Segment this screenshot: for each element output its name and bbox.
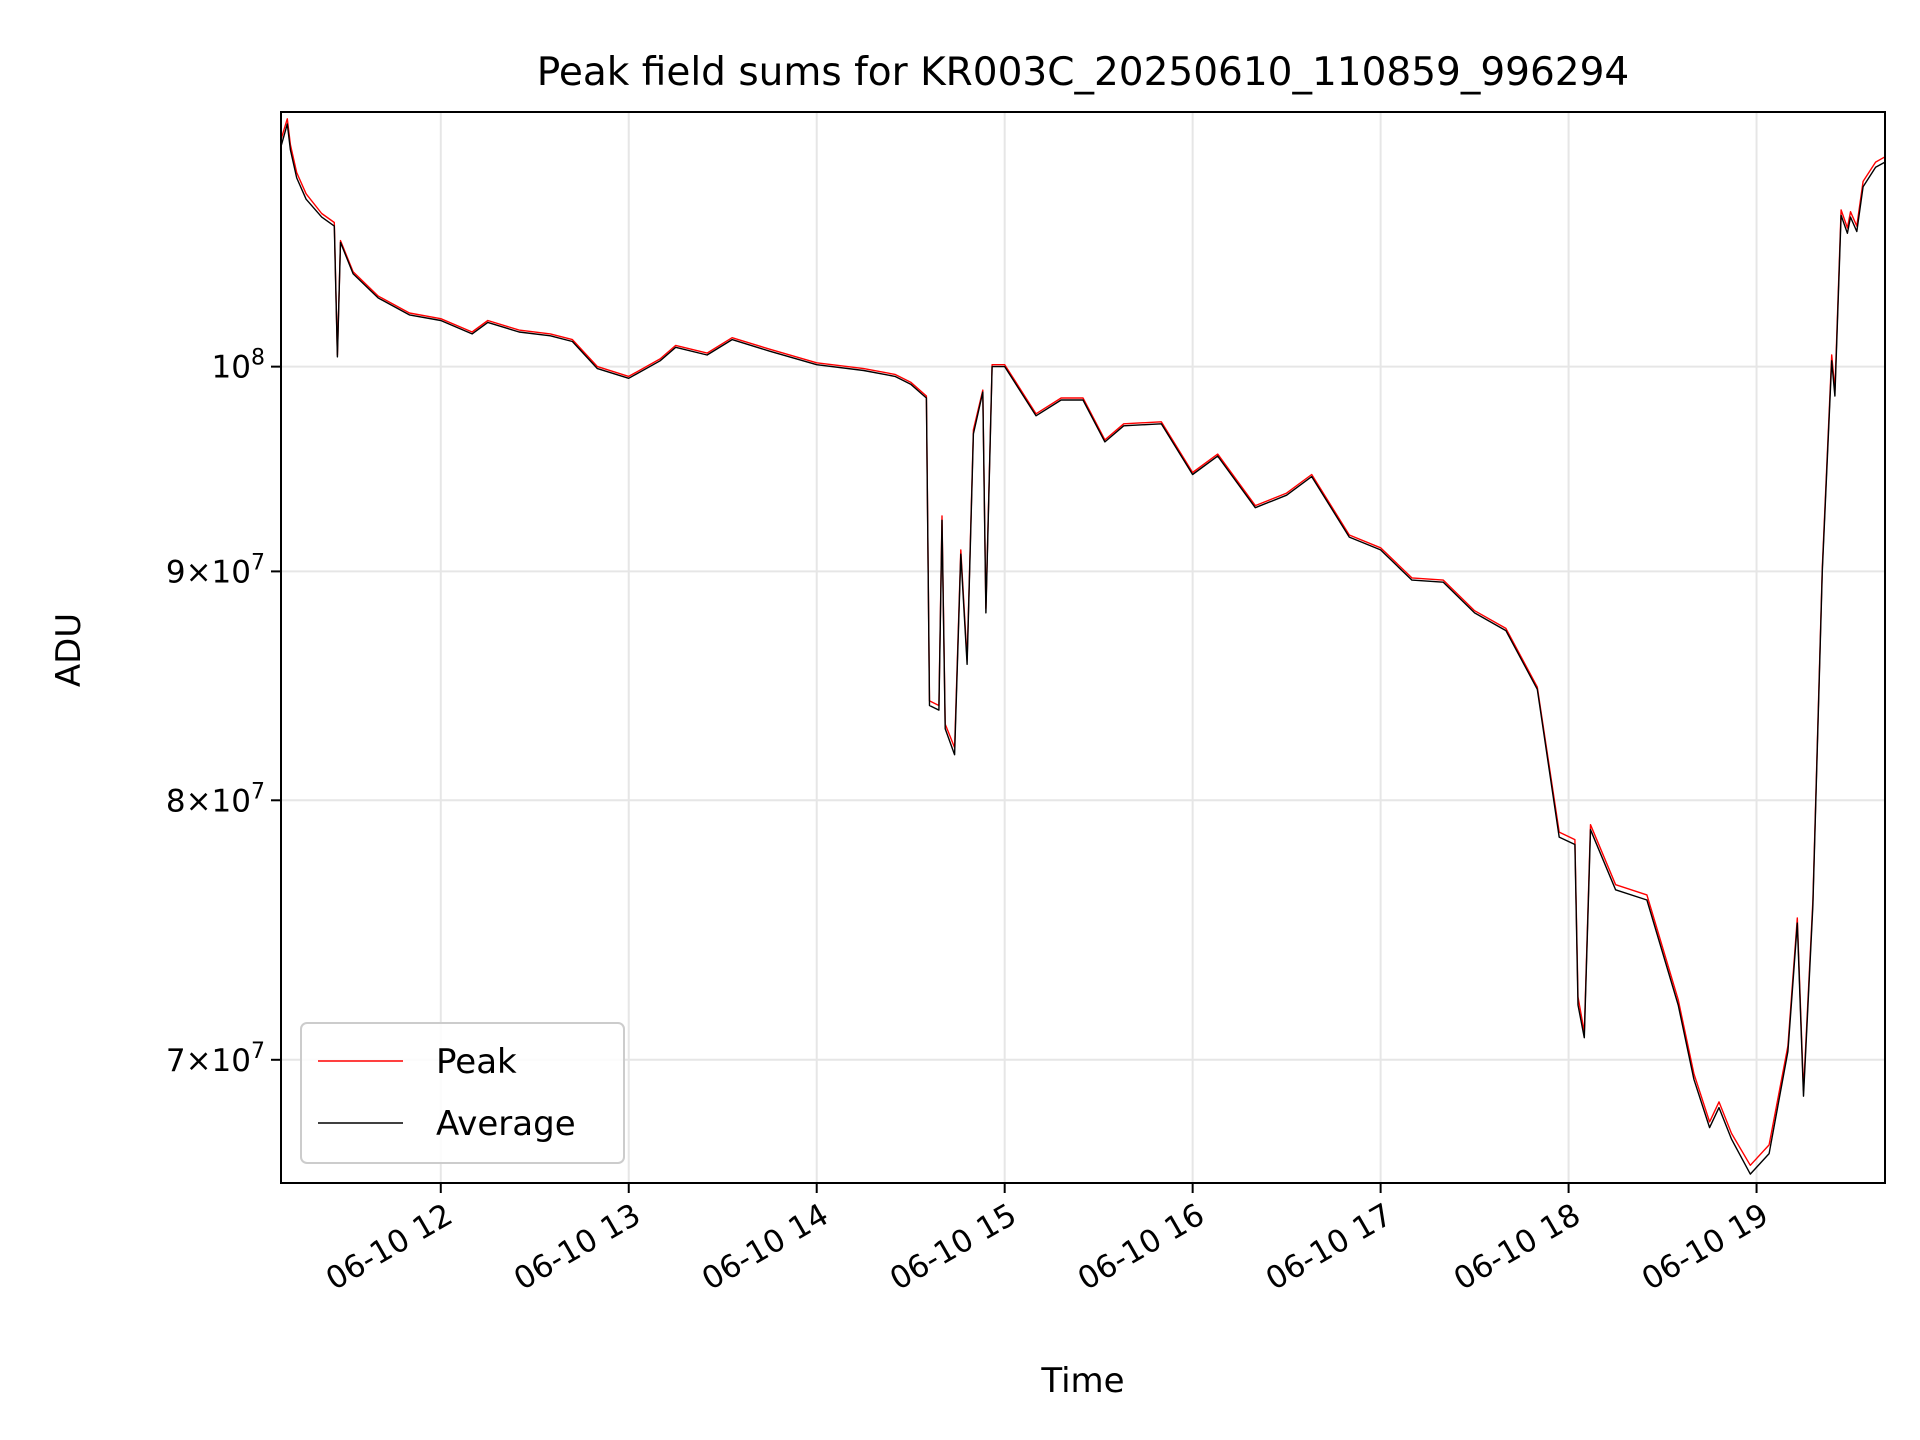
y-tick-label: 9×107 bbox=[166, 550, 265, 590]
y-tick-exponent: 7 bbox=[251, 550, 265, 575]
y-tick-label: 108 bbox=[212, 346, 265, 386]
y-tick-exponent: 7 bbox=[251, 779, 265, 804]
y-tick-times: × bbox=[186, 1043, 212, 1079]
chart-title: Peak field sums for KR003C_20250610_1108… bbox=[537, 50, 1629, 95]
plot-frame bbox=[280, 111, 1886, 1184]
legend-label-average: Average bbox=[436, 1104, 576, 1144]
series-line-average bbox=[280, 123, 1886, 1175]
y-axis-label: ADU bbox=[49, 613, 89, 687]
plot-lines bbox=[280, 118, 1886, 1175]
y-tick-mantissa: 8 bbox=[166, 783, 186, 819]
y-tick-mantissa: 7 bbox=[166, 1043, 186, 1079]
y-tick-times: × bbox=[186, 783, 212, 819]
y-tick-base: 10 bbox=[212, 350, 251, 386]
legend-box bbox=[300, 1022, 625, 1164]
y-tick-base: 10 bbox=[212, 783, 251, 819]
y-tick-base: 10 bbox=[212, 554, 251, 590]
y-tick-exponent: 7 bbox=[251, 1039, 265, 1064]
y-tick-times: × bbox=[186, 554, 212, 590]
series-line-peak bbox=[280, 118, 1886, 1167]
y-tick-exponent: 8 bbox=[251, 346, 265, 371]
y-tick-label: 8×107 bbox=[166, 779, 265, 819]
y-tick-base: 10 bbox=[212, 1043, 251, 1079]
legend-label-peak: Peak bbox=[436, 1042, 517, 1082]
y-tick-mantissa: 9 bbox=[166, 554, 186, 590]
x-axis-label: Time bbox=[1040, 1361, 1124, 1401]
legend: Peak Average bbox=[300, 1022, 625, 1164]
y-tick-label: 7×107 bbox=[166, 1039, 265, 1079]
